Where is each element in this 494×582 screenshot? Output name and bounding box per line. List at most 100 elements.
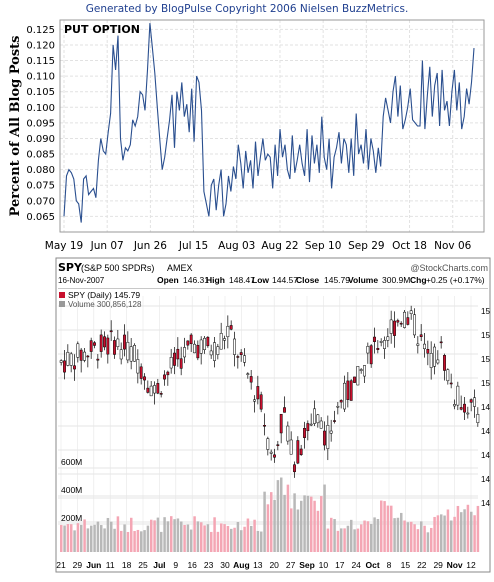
stock-candle-body bbox=[439, 341, 443, 344]
stock-volume-bar bbox=[130, 517, 133, 552]
stock-date-label: 18 bbox=[122, 560, 132, 570]
stock-volume-bar bbox=[200, 522, 203, 552]
stock-volume-bar bbox=[436, 515, 440, 552]
stock-candle-body bbox=[209, 350, 213, 356]
stock-candle-body bbox=[269, 451, 273, 454]
blogpulse-chart-title: PUT OPTION bbox=[64, 23, 140, 36]
stock-candle-body bbox=[146, 387, 150, 393]
volume-legend: Volume 300,856,128 bbox=[68, 300, 142, 309]
stock-candle-body bbox=[243, 355, 246, 363]
stock-candle-body bbox=[279, 413, 283, 434]
stock-volume-bar bbox=[100, 525, 103, 552]
stock-volume-bar bbox=[383, 501, 386, 552]
stock-volume-bar bbox=[403, 520, 406, 552]
stock-name: (S&P 500 SPDRs) bbox=[81, 263, 154, 273]
stock-volume-bar bbox=[63, 525, 66, 552]
stock-candle-body bbox=[383, 340, 386, 349]
stock-exchange: AMEX bbox=[167, 263, 193, 273]
stock-volume-bar bbox=[223, 524, 226, 552]
stock-candle-body bbox=[449, 382, 453, 385]
stock-candle-body bbox=[306, 423, 310, 432]
stock-candle-body bbox=[213, 342, 216, 361]
stock-date-label: 23 bbox=[204, 560, 214, 570]
stock-volume-bar bbox=[93, 524, 96, 552]
blogpulse-y-tick-label: 0.080 bbox=[26, 165, 55, 176]
stock-date-label: Jun bbox=[86, 560, 101, 570]
stock-date-label: 17 bbox=[335, 560, 345, 570]
stock-candle-body bbox=[273, 454, 276, 458]
stock-candle-body bbox=[96, 358, 100, 361]
stock-candle-body bbox=[129, 346, 133, 362]
stock-candle-body bbox=[139, 366, 143, 379]
blogpulse-y-tick-label: 0.115 bbox=[26, 56, 55, 67]
stock-volume-bar bbox=[300, 500, 303, 552]
stock-date-label: Jul bbox=[153, 560, 165, 570]
blogpulse-x-tick-label: Jul 15 bbox=[178, 240, 208, 252]
low-label: Low bbox=[252, 275, 269, 285]
stock-candle-body bbox=[476, 414, 480, 423]
stock-date-label: 21 bbox=[56, 560, 66, 570]
stock-candle-body bbox=[393, 320, 396, 336]
stockchart-grid bbox=[58, 296, 478, 552]
close-label: Close bbox=[296, 275, 319, 285]
stock-candle-body bbox=[369, 345, 373, 365]
stock-volume-bar bbox=[126, 531, 130, 552]
stock-volume-bar bbox=[393, 518, 396, 552]
stock-candle-body bbox=[189, 334, 193, 345]
stock-volume-bar bbox=[193, 516, 196, 552]
stock-candle-body bbox=[99, 334, 103, 352]
stock-volume-bar bbox=[250, 525, 253, 552]
stock-candle-body bbox=[253, 399, 256, 402]
stock-volume-bar bbox=[90, 525, 93, 552]
price-legend-swatch bbox=[59, 292, 65, 298]
stock-candle-body bbox=[103, 336, 106, 348]
stock-candle-body bbox=[233, 338, 236, 355]
stock-volume-bar bbox=[246, 518, 250, 552]
blogpulse-y-tick-label: 0.125 bbox=[26, 25, 55, 36]
stock-volume-bar bbox=[456, 505, 460, 552]
stock-candle-body bbox=[136, 359, 140, 374]
stock-candle-body bbox=[86, 355, 90, 358]
stock-candle-body bbox=[276, 444, 280, 446]
stock-volume-bar bbox=[386, 505, 390, 552]
stock-candle-body bbox=[426, 349, 430, 354]
stock-volume-bar bbox=[320, 496, 323, 552]
stock-candle-body bbox=[116, 338, 120, 347]
stock-candle-body bbox=[83, 351, 86, 361]
stock-volume-bar bbox=[346, 525, 350, 552]
stock-volume-bar bbox=[426, 532, 430, 552]
stock-volume-bar bbox=[220, 523, 223, 552]
stock-volume-bar bbox=[86, 528, 90, 552]
stock-candle-body bbox=[236, 356, 240, 358]
stock-date-label: 22 bbox=[417, 560, 427, 570]
stock-date-label: 24 bbox=[351, 560, 361, 570]
chg-label: Chg bbox=[410, 275, 427, 285]
stock-candle-body bbox=[406, 317, 410, 325]
stock-volume-bar bbox=[216, 531, 220, 552]
stock-volume-bar bbox=[156, 517, 160, 552]
stock-volume-bar bbox=[240, 530, 243, 552]
stock-volume-bar bbox=[410, 521, 413, 552]
stock-volume-bar bbox=[140, 531, 143, 552]
stock-candle-body bbox=[119, 349, 123, 360]
stock-volume-bar bbox=[96, 521, 100, 552]
stock-volume-bar bbox=[466, 504, 470, 552]
stock-candle-body bbox=[379, 341, 383, 343]
stock-date-label: 30 bbox=[220, 560, 230, 570]
stock-volume-bar bbox=[316, 510, 320, 552]
stock-candle-body bbox=[93, 342, 96, 346]
stock-candle-body bbox=[256, 386, 260, 400]
stock-volume-bar bbox=[203, 525, 206, 552]
stock-volume-bar bbox=[343, 528, 346, 552]
stock-volume-bar bbox=[206, 524, 210, 552]
stock-volume-bar bbox=[370, 523, 373, 552]
blogpulse-y-axis-title: Percent of All Blog Posts bbox=[8, 36, 23, 217]
stock-candle-body bbox=[463, 403, 466, 413]
stock-candle-body bbox=[109, 330, 113, 333]
stock-volume-bar bbox=[290, 508, 293, 552]
stock-right-axis-label: 14 bbox=[481, 499, 490, 508]
stock-volume-bar bbox=[273, 499, 276, 552]
stock-candle-body bbox=[246, 373, 250, 375]
stock-candle-body bbox=[433, 346, 436, 367]
